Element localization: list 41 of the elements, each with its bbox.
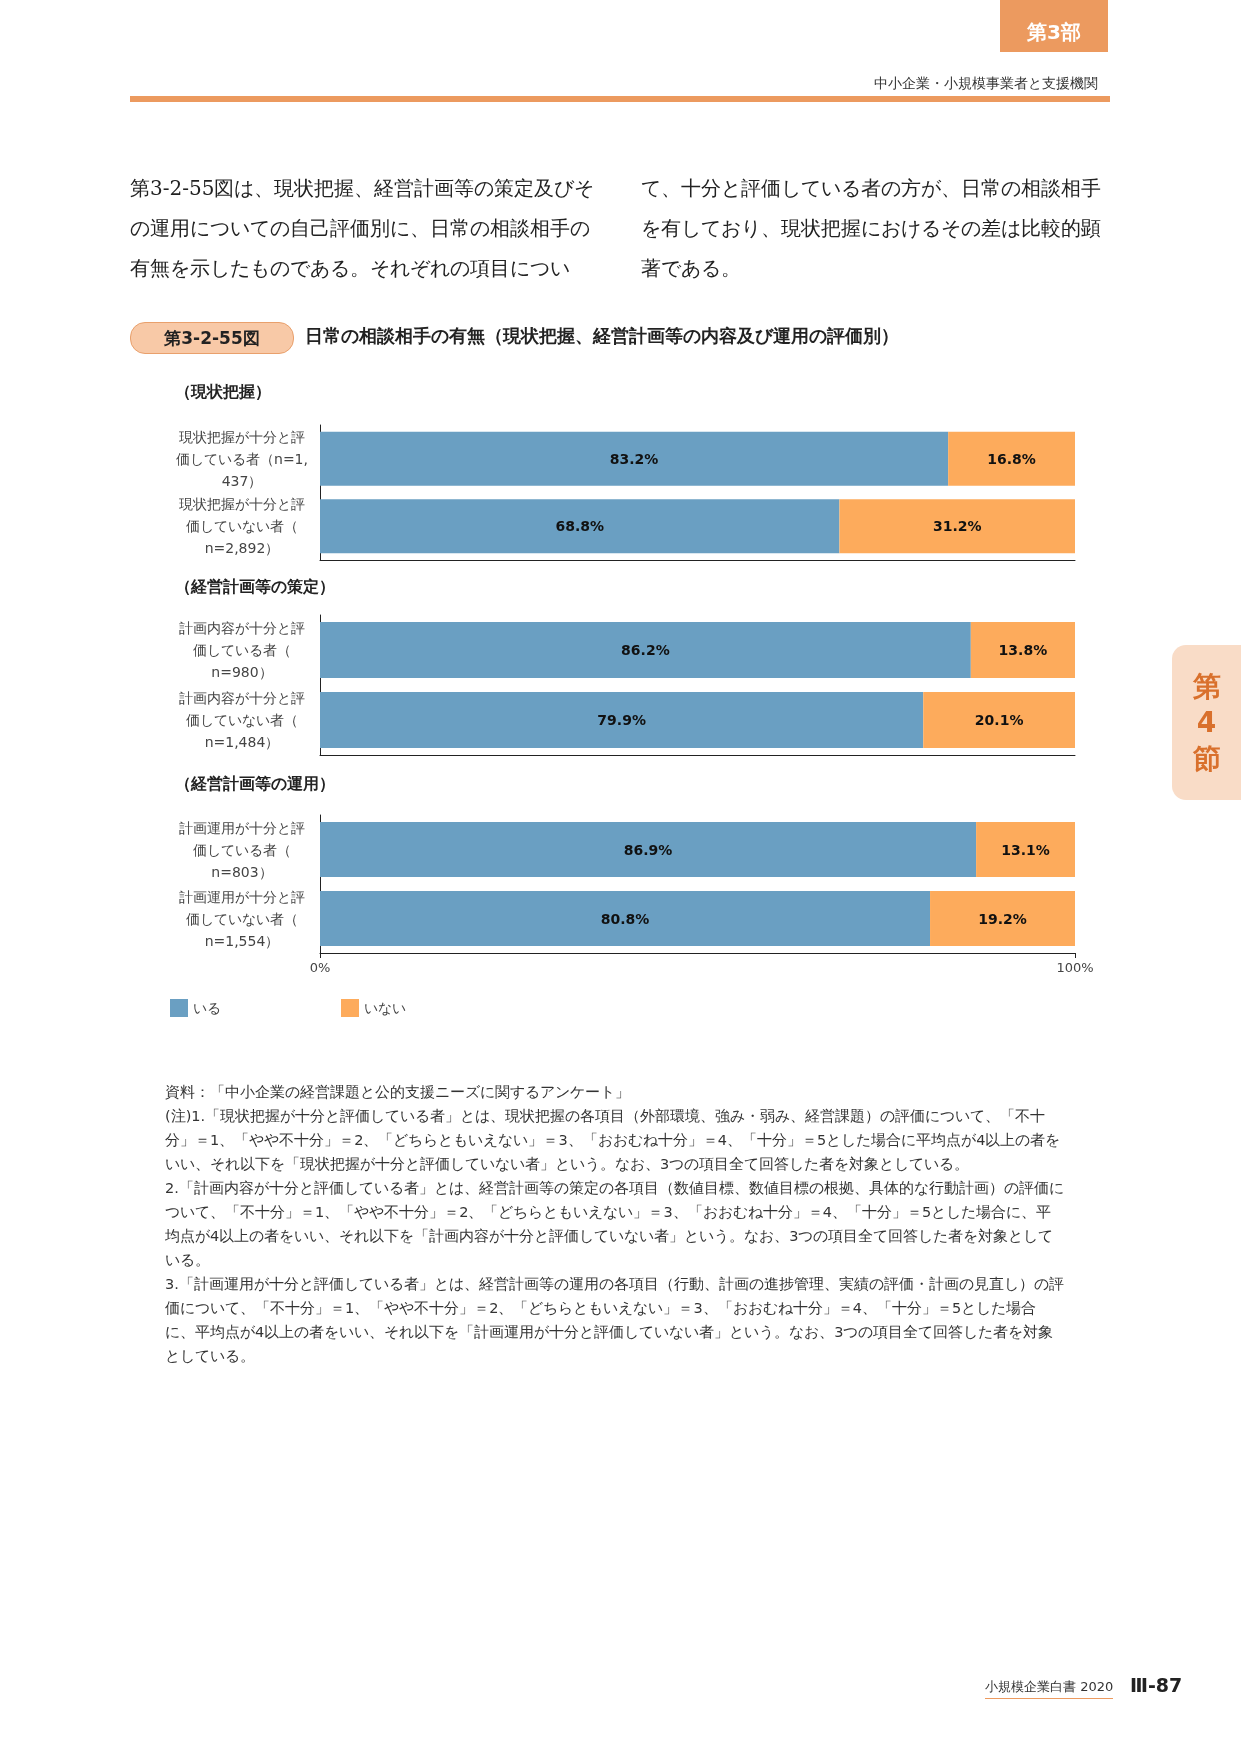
y-tick-label: 現状把握が十分と評価していない者（n=2,892） — [179, 496, 305, 557]
text: 第3-2-55図 — [130, 322, 294, 354]
data-label: 13.1% — [1001, 841, 1050, 858]
text: 資料：「中小企業の経営課題と公的支援ニーズに関するアンケート」 — [165, 1083, 631, 1102]
bar — [320, 890, 931, 947]
y-tick-label: 計画内容が十分と評価している者（n=980） — [179, 620, 305, 680]
x-tick-label: 100% — [1056, 960, 1094, 975]
y-tick-label: 現状把握が十分と評価している者（n=1,437） — [176, 428, 308, 489]
data-label: 19.2% — [978, 910, 1027, 927]
bar — [976, 821, 1075, 878]
y-tick-label: 計画運用が十分と評価していない者（n=1,554） — [179, 888, 305, 949]
x-tick-label: 0% — [309, 960, 331, 975]
text: (注)1.「現状把握が十分と評価している者」とは、現状把握の各項目（外部環境、強み・弱み、経営課題）の評価について、「不十分」＝1、「やや不十分」＝2、「どちらともいえない」＝3、「おおむね十分」＝4、「十分」＝5とした場合に平均点が4以上の者をいい、それ以下を「現状把握が十分と評価していない者」という。なお、3つの項目全て回答した者を対象としている。 — [165, 1107, 1062, 1174]
legend-label: いない — [364, 1000, 406, 1016]
text: 第4節 — [1192, 668, 1221, 777]
data-label: 80.8% — [600, 910, 650, 927]
data-label: 20.1% — [974, 712, 1024, 728]
text: 中小企業・小規模事業者と支援機関 — [873, 75, 1098, 93]
y-tick-label: 計画内容が十分と評価していない者（n=1,484） — [179, 690, 305, 750]
data-label: 68.8% — [555, 518, 605, 535]
chart-title: 日常の相談相手の有無（現状把握、経営計画等の内容及び運用の評価別） — [305, 324, 899, 348]
text: Ⅲ-87 — [1130, 1674, 1183, 1696]
data-label: 13.8% — [998, 642, 1048, 658]
bar — [320, 821, 977, 878]
text: 小規模企業白書 2020 — [985, 1678, 1114, 1699]
text: 第3-2-55図は、現状把握、経営計画等の策定及びその運用についての自己評価別に、日常の相談相手の有無を示したものである。それぞれの項目について、十分と評価している者の方が、日常の相談相手を有しており、現状把握におけるその差は比較的顕著である。 — [130, 176, 1101, 280]
text: 第3部 — [1000, 0, 1108, 52]
data-label: 86.9% — [623, 841, 673, 858]
text: 3.「計画運用が十分と評価している者」とは、経営計画等の運用の各項目（行動、計画の進捗管理、実績の評価・計画の見直し）の評価について、「不十分」＝1、「やや不十分」＝2、「どちらともいえない」＝3、「おおむね十分」＝4、「十分」＝5とした場合に、平均点が4以上の者をいい、それ以下を「計画運用が十分と評価していない者」という。なお、3つの項目全て回答した者を対象としている。 — [165, 1275, 1065, 1366]
data-label: 83.2% — [609, 450, 659, 467]
data-label: 86.2% — [621, 642, 670, 658]
y-tick-label: 計画運用が十分と評価している者（n=803） — [179, 819, 305, 880]
text: 2.「計画内容が十分と評価している者」とは、経営計画等の策定の各項目（数値目標、数値目標の根拠、具体的な行動計画）の評価について、「不十分」＝1、「やや不十分」＝2、「どちらともいえない」＝3、「おおむね十分」＝4、「十分」＝5とした場合に、平均点が4以上の者をいい、それ以下を「計画内容が十分と評価していない者」という。なお、3つの項目全て回答した者を対象としている。 — [165, 1179, 1065, 1270]
bar — [930, 890, 1075, 947]
chart-subtitle: （現状把握） — [175, 382, 271, 403]
chart-subtitle: （経営計画等の策定） — [175, 577, 335, 598]
chart-subtitle: （経営計画等の運用） — [175, 774, 335, 795]
data-label: 31.2% — [932, 518, 982, 535]
data-label: 79.9% — [597, 712, 646, 728]
legend-label: いる — [193, 1000, 221, 1016]
data-label: 16.8% — [987, 450, 1036, 467]
